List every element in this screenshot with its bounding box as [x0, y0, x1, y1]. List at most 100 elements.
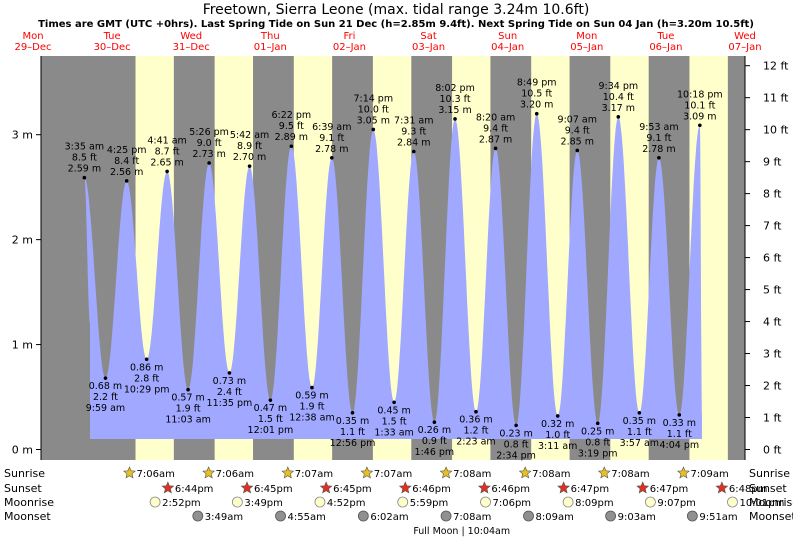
sunrise-time: 7:06am [137, 469, 175, 480]
high-tide-time: 3:35 am [65, 142, 104, 153]
right-tick-label: 2 ft [763, 380, 782, 393]
low-tide-ft: 1.0 ft [545, 430, 570, 441]
right-tick-label: 3 ft [763, 348, 782, 361]
high-tide-time: 8:02 pm [435, 83, 475, 94]
day-name-label: Mon [22, 31, 43, 42]
high-tide-point [124, 179, 129, 183]
right-tick-label: 4 ft [763, 316, 782, 329]
day-date-label: 06–Jan [649, 42, 682, 53]
event-row-label-left: Moonrise [4, 496, 54, 509]
chart-subtitle: Times are GMT (UTC +0hrs). Last Spring T… [38, 19, 754, 30]
moonrise-icon [397, 496, 409, 508]
low-tide-m: 0.35 m [623, 416, 656, 427]
high-tide-time: 6:39 am [312, 122, 351, 133]
sunrise-time: 7:09am [690, 469, 728, 480]
day-name-label: Mon [576, 31, 597, 42]
sunset-icon [715, 481, 729, 494]
moonrise-icon [231, 496, 243, 508]
high-tide-m: 2.85 m [561, 136, 594, 147]
low-tide-ft: 2.2 ft [93, 392, 118, 403]
high-tide-ft: 10.5 ft [521, 89, 552, 100]
left-tick-label: 2 m [12, 234, 33, 247]
low-tide-m: 0.86 m [130, 362, 163, 373]
high-tide-ft: 9.5 ft [279, 121, 304, 132]
day-date-label: 04–Jan [491, 42, 524, 53]
low-tide-m: 0.26 m [418, 425, 451, 436]
moonset-time: 8:09am [536, 512, 574, 523]
low-tide-time: 4:04 pm [659, 440, 699, 451]
low-tide-time: 9:59 am [86, 403, 125, 414]
low-tide-time: 10:29 pm [124, 384, 170, 395]
sunrise-icon [281, 466, 295, 479]
event-row-label-right: Sunset [749, 482, 787, 495]
high-tide-m: 3.17 m [602, 103, 635, 114]
low-tide-point [677, 413, 682, 417]
low-tide-m: 0.32 m [541, 419, 574, 430]
moonset-icon [357, 510, 369, 522]
low-tide-point [555, 414, 560, 418]
sunrise-time: 7:06am [216, 469, 254, 480]
sunrise-icon [597, 466, 611, 479]
sunset-time: 6:45pm [333, 484, 372, 495]
right-tick-label: 10 ft [763, 124, 789, 137]
low-tide-point [637, 410, 642, 415]
day-date-label: 01–Jan [254, 42, 287, 53]
moonrise-time: 2:52pm [162, 498, 201, 509]
sunset-time: 6:48pm [729, 484, 768, 495]
low-tide-point [595, 421, 600, 426]
high-tide-point [82, 175, 87, 180]
high-tide-time: 5:26 pm [189, 127, 229, 138]
day-name-label: Wed [180, 31, 202, 42]
low-tide-point [310, 385, 314, 390]
low-tide-m: 0.59 m [295, 391, 328, 402]
high-tide-time: 5:42 am [230, 130, 269, 141]
moonset-icon [605, 510, 617, 522]
moonrise-time: 4:52pm [327, 498, 366, 509]
high-tide-time: 7:14 pm [353, 93, 393, 104]
event-row-label-left: Sunset [4, 482, 42, 495]
right-tick-label: 0 ft [763, 444, 782, 457]
low-tide-ft: 1.5 ft [258, 414, 283, 425]
low-tide-ft: 2.8 ft [134, 373, 159, 384]
low-tide-m: 0.33 m [663, 418, 696, 429]
high-tide-ft: 10.0 ft [358, 104, 389, 115]
sunset-time: 6:47pm [650, 484, 689, 495]
high-tide-m: 3.09 m [683, 111, 716, 122]
day-name-label: Thu [260, 31, 280, 42]
low-tide-m: 0.36 m [459, 415, 492, 426]
sunset-icon [161, 481, 175, 494]
low-tide-time: 1:33 am [374, 427, 413, 438]
high-tide-m: 2.87 m [479, 134, 512, 145]
high-tide-point [534, 111, 539, 116]
high-tide-m: 2.56 m [110, 167, 143, 178]
right-tick-label: 7 ft [763, 220, 782, 233]
axes: 0 m 1 m 2 m 3 m 0 ft 1 ft 2 ft 3 ft 4 ft 5 ft 6 ft… [12, 56, 789, 460]
high-tide-point [657, 155, 661, 160]
high-tide-time: 7:31 am [394, 115, 433, 126]
sunset-icon [319, 481, 333, 494]
sunrise-time: 7:08am [611, 469, 649, 480]
tide-curve [84, 113, 702, 439]
low-tide-ft: 1.9 ft [299, 402, 324, 413]
low-tide-point [144, 357, 149, 362]
high-tide-ft: 9.4 ft [483, 123, 508, 134]
low-tide-ft: 1.2 ft [463, 426, 488, 437]
low-tide-ft: 0.8 ft [585, 437, 610, 448]
low-tide-m: 0.35 m [336, 416, 369, 427]
low-tide-m: 0.68 m [89, 381, 122, 392]
sunset-icon [240, 481, 254, 494]
high-tide-m: 2.78 m [642, 144, 675, 155]
low-tide-point [103, 376, 108, 380]
low-tide-m: 0.45 m [377, 405, 410, 416]
moonrise-icon [727, 496, 738, 508]
high-tide-m: 3.15 m [438, 105, 471, 116]
moonrise-icon [149, 496, 161, 508]
high-tide-point [247, 164, 252, 168]
moonset-icon [440, 510, 452, 522]
day-name-label: Fri [343, 31, 355, 42]
high-tide-m: 2.59 m [68, 164, 101, 175]
right-tick-label: 8 ft [763, 188, 782, 201]
high-tide-point [165, 169, 169, 174]
sunset-icon [636, 481, 650, 494]
